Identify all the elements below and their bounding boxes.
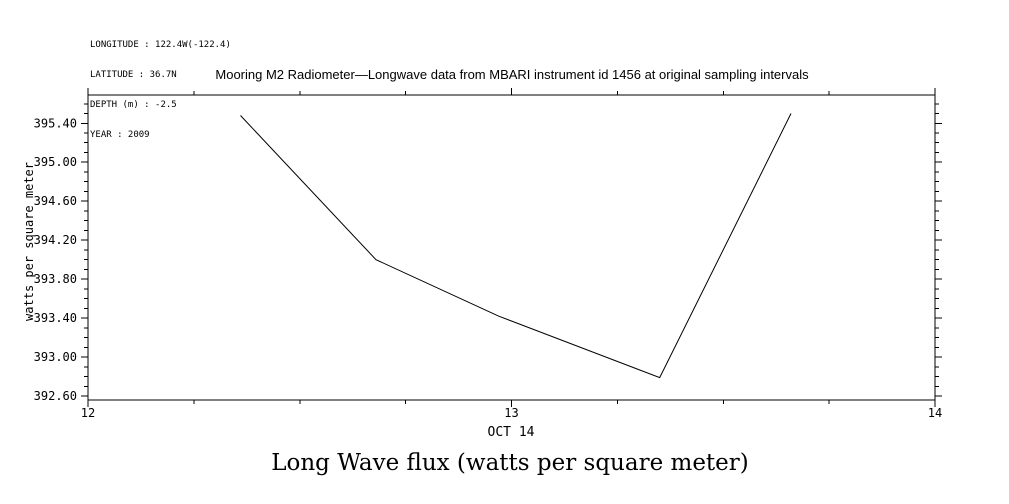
- y-tick-label: 395.40: [34, 116, 77, 130]
- meta-depth: DEPTH (m) : -2.5: [90, 100, 177, 110]
- y-tick-label: 392.60: [34, 389, 77, 403]
- meta-longitude: LONGITUDE : 122.4W(-122.4): [90, 40, 231, 50]
- meta-year: YEAR : 2009: [90, 130, 150, 140]
- meta-latitude: LATITUDE : 36.7N: [90, 70, 177, 80]
- y-tick-label: 393.80: [34, 272, 77, 286]
- y-tick-label: 395.00: [34, 155, 77, 169]
- x-tick-label: 12: [81, 406, 95, 420]
- x-tick-label: 14: [928, 406, 942, 420]
- y-tick-label: 393.00: [34, 350, 77, 364]
- figure-caption: Long Wave flux (watts per square meter): [271, 450, 749, 476]
- y-tick-label: 394.20: [34, 233, 77, 247]
- y-tick-label: 393.40: [34, 311, 77, 325]
- y-tick-label: 394.60: [34, 194, 77, 208]
- x-tick-label: 13: [504, 406, 518, 420]
- x-axis-label: OCT 14: [487, 425, 535, 440]
- plot-frame: [87, 94, 936, 401]
- station-metadata: LONGITUDE : 122.4W(-122.4) LATITUDE : 36…: [90, 20, 231, 160]
- data-line: [240, 113, 792, 379]
- chart-title: Mooring M2 Radiometer—Longwave data from…: [215, 67, 809, 82]
